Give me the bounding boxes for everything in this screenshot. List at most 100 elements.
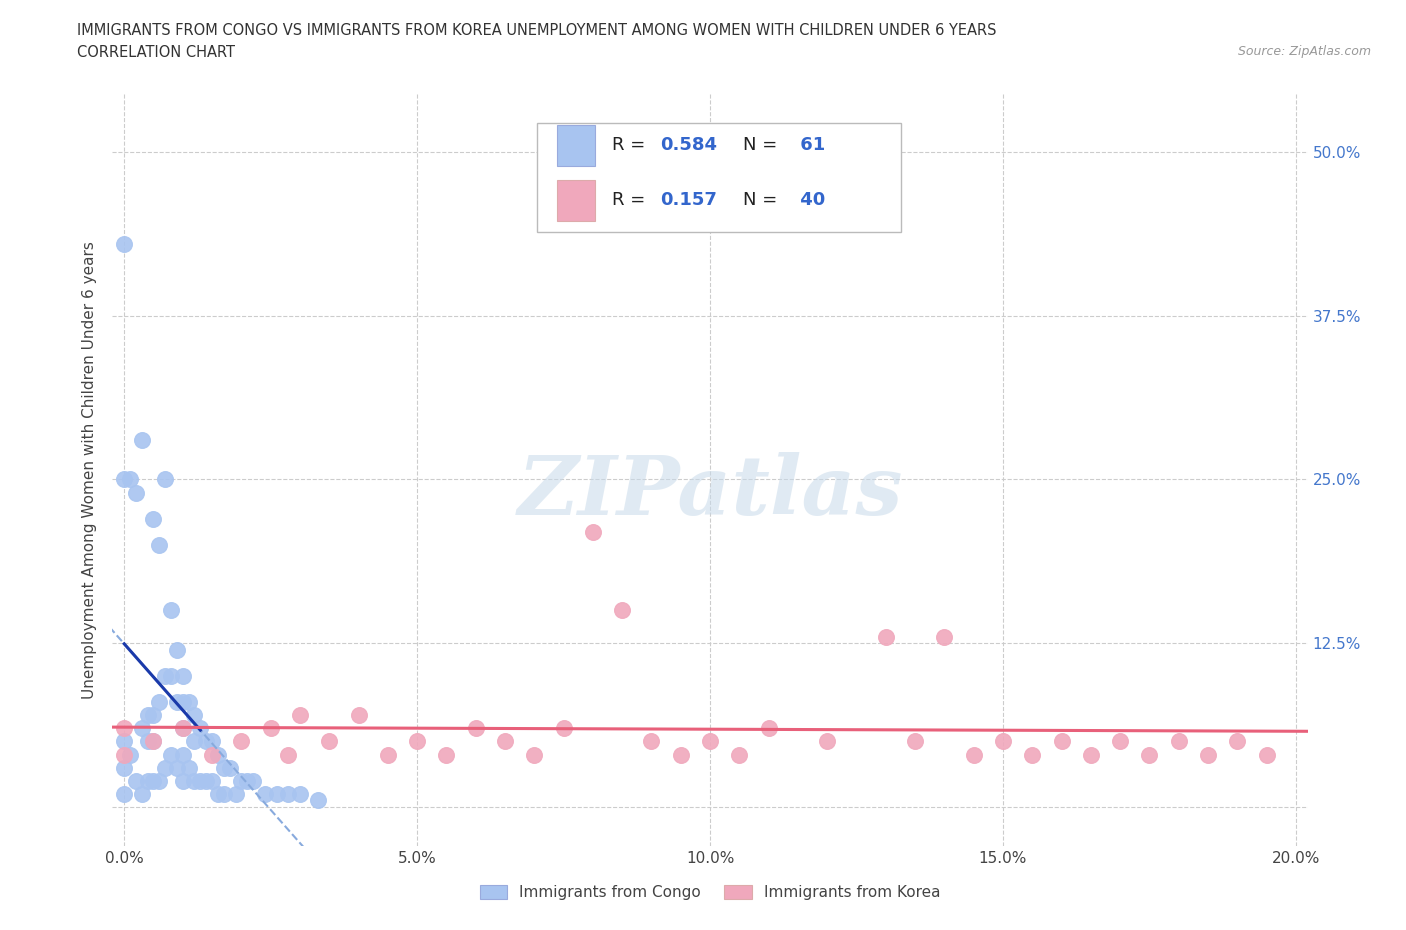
Text: N =: N =	[744, 137, 783, 154]
Point	[142, 774, 165, 789]
Text: 61: 61	[793, 137, 825, 154]
Point	[288, 787, 311, 802]
Point	[201, 734, 224, 749]
Point	[699, 734, 721, 749]
Point	[120, 747, 141, 762]
Point	[934, 630, 956, 644]
Point	[875, 630, 897, 644]
Point	[172, 747, 194, 762]
Legend: Immigrants from Congo, Immigrants from Korea: Immigrants from Congo, Immigrants from K…	[474, 879, 946, 907]
Point	[131, 432, 153, 447]
Point	[188, 774, 212, 789]
Point	[582, 525, 605, 539]
Point	[155, 669, 177, 684]
Text: N =: N =	[744, 191, 783, 209]
Point	[1256, 747, 1278, 762]
Point	[231, 774, 253, 789]
Point	[207, 747, 229, 762]
Point	[1021, 747, 1043, 762]
Text: R =: R =	[612, 137, 651, 154]
Point	[436, 747, 458, 762]
Point	[307, 793, 329, 808]
Text: Source: ZipAtlas.com: Source: ZipAtlas.com	[1237, 45, 1371, 58]
Point	[201, 747, 224, 762]
Y-axis label: Unemployment Among Women with Children Under 6 years: Unemployment Among Women with Children U…	[82, 241, 97, 698]
Point	[136, 734, 159, 749]
Point	[166, 760, 188, 775]
Point	[125, 774, 148, 789]
Point	[288, 708, 311, 723]
Point	[640, 734, 662, 749]
Point	[1167, 734, 1189, 749]
Point	[112, 787, 135, 802]
Point	[225, 787, 247, 802]
Point	[142, 708, 165, 723]
Text: 0.157: 0.157	[659, 191, 717, 209]
Point	[155, 760, 177, 775]
Point	[136, 774, 159, 789]
Point	[112, 747, 135, 762]
Point	[131, 787, 153, 802]
Point	[160, 603, 183, 618]
Point	[347, 708, 370, 723]
Text: 40: 40	[793, 191, 825, 209]
Point	[1080, 747, 1102, 762]
Point	[1197, 747, 1219, 762]
Text: 0.584: 0.584	[659, 137, 717, 154]
Point	[218, 760, 240, 775]
Point	[406, 734, 429, 749]
Point	[112, 760, 135, 775]
Point	[212, 760, 235, 775]
Point	[962, 747, 984, 762]
Point	[318, 734, 340, 749]
Point	[125, 485, 148, 500]
Point	[242, 774, 264, 789]
Point	[183, 774, 205, 789]
Text: ZIPatlas: ZIPatlas	[517, 452, 903, 532]
Point	[494, 734, 516, 749]
Point	[758, 721, 780, 736]
Point	[166, 643, 188, 658]
Point	[136, 708, 159, 723]
Point	[131, 721, 153, 736]
Point	[277, 747, 299, 762]
Point	[904, 734, 927, 749]
Text: IMMIGRANTS FROM CONGO VS IMMIGRANTS FROM KOREA UNEMPLOYMENT AMONG WOMEN WITH CHI: IMMIGRANTS FROM CONGO VS IMMIGRANTS FROM…	[77, 23, 997, 38]
Point	[148, 538, 170, 552]
Point	[160, 747, 183, 762]
Point	[815, 734, 838, 749]
Point	[112, 236, 135, 251]
Point	[112, 721, 135, 736]
Point	[172, 721, 194, 736]
Point	[172, 695, 194, 710]
Text: CORRELATION CHART: CORRELATION CHART	[77, 45, 235, 60]
Point	[728, 747, 751, 762]
Point	[1109, 734, 1132, 749]
Point	[142, 734, 165, 749]
Point	[183, 734, 205, 749]
Point	[236, 774, 259, 789]
Text: R =: R =	[612, 191, 651, 209]
Point	[207, 787, 229, 802]
Point	[183, 708, 205, 723]
Point	[464, 721, 486, 736]
Point	[148, 774, 170, 789]
Point	[160, 669, 183, 684]
Point	[195, 774, 218, 789]
Point	[195, 734, 218, 749]
Point	[553, 721, 575, 736]
Point	[231, 734, 253, 749]
Point	[142, 734, 165, 749]
Point	[212, 787, 235, 802]
FancyBboxPatch shape	[537, 123, 901, 232]
Point	[112, 734, 135, 749]
Point	[172, 774, 194, 789]
Point	[1139, 747, 1161, 762]
Point	[120, 472, 141, 487]
Point	[377, 747, 399, 762]
Point	[201, 774, 224, 789]
Point	[177, 760, 200, 775]
Point	[253, 787, 276, 802]
Point	[142, 512, 165, 526]
FancyBboxPatch shape	[557, 179, 595, 221]
